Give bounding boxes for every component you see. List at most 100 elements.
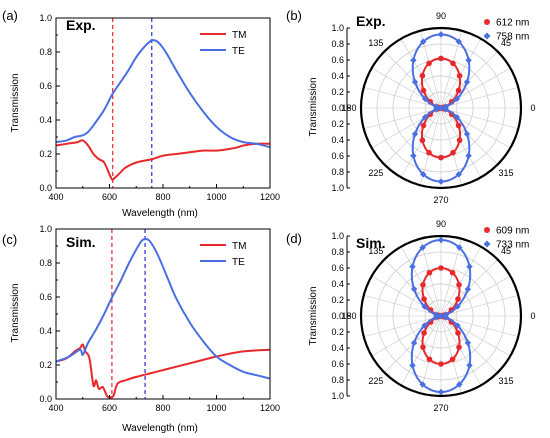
chart-d-angle-label-45: 45 [501,246,511,256]
chart-d-series-0-point [421,330,427,336]
chart-b-y-axis-label: Transmission [308,77,319,136]
chart-c-series-tm-line [55,343,271,399]
chart-b-series-1-point [453,95,461,102]
chart-b-outer-circle [359,26,523,190]
chart-b-series-1-point [410,56,417,64]
chart-b-radial-tick-label: 0.2 [331,119,344,129]
chart-a-x-tick-label: 1200 [260,192,280,202]
chart-d-legend-label-1: 733 nm [496,240,529,251]
chart-b-series-1-point [455,171,462,178]
chart-c-y-tick-label: 0.0 [39,394,52,404]
chart-b-grid-spoke [363,107,442,129]
chart-d-series-0-point [438,361,444,367]
chart-b-angle-label-45: 45 [501,38,511,48]
chart-b-series-1-point [463,78,471,86]
chart-d-series-1-point [432,314,440,321]
chart-d-radial-tick-label: 0.6 [331,263,344,273]
chart-d-angle-label-135: 135 [368,246,383,256]
chart-b-series-0-point [419,137,426,144]
chart-d-series-0-point [449,356,456,363]
chart-b-series-1-point [455,38,462,45]
chart-b-series-1-point [465,152,472,160]
chart-b-angle-label-0: 0 [530,103,535,113]
chart-d-angle-label-225: 225 [368,376,383,386]
chart-d-sim-polar: Sim. Transmission 045901351802252703151.… [308,219,536,413]
chart-b-series-0-point [420,122,427,129]
chart-b-series-1-point [421,114,429,121]
chart-b-angle-label-135: 135 [368,38,383,48]
chart-d-series-0-point [420,282,426,288]
chart-b-radial-tick-label: 0.6 [331,55,344,65]
chart-b-radial-tick-label: 1.0 [331,183,344,193]
chart-a-x-tick-label: 1000 [206,192,226,202]
chart-b-exp-polar: Exp. Transmission 045901351802252703151.… [308,11,536,205]
chart-b-series-0-point [426,149,432,156]
chart-d-series-1-point [409,263,416,270]
chart-d-series-0-point [456,282,462,288]
chart-d-series-1-point [466,362,473,369]
chart-d-series-1-point [456,381,463,388]
chart-b-legend-label-1: 758 nm [496,32,529,43]
chart-b-series-0-point [455,87,462,94]
chart-a-y-tick-label: 1.0 [39,13,52,23]
chart-b-legend-marker-0 [484,19,490,25]
chart-d-angle-label-270: 270 [433,403,448,413]
chart-b-radial-tick-label: 0.8 [331,167,344,177]
chart-d-grid-spoke [440,295,519,317]
chart-d-radial-tick-label: 0.6 [331,359,344,369]
chart-b-series-0-point [455,122,462,129]
chart-d-series-0-point [438,265,444,271]
chart-c-plot-frame [55,228,271,400]
chart-b-series-1-point [420,38,427,45]
chart-a-exp-spectra: Exp. Transmission Wavelength (nm) 400 600… [10,13,280,219]
chart-b-panel-label: Exp. [356,13,386,29]
chart-d-legend-label-0: 609 nm [496,226,529,237]
chart-b-grid-spoke [384,107,442,165]
chart-b-grid-spoke [400,107,442,178]
chart-b-legend-marker-1 [483,32,491,40]
chart-b-series-0-point [450,60,456,67]
chart-d-grid-spoke [440,246,482,317]
chart-a-series-te-line [55,39,271,149]
chart-d-legend-marker-1 [483,240,491,248]
chart-b-angle-label-225: 225 [368,168,383,178]
chart-d-series-1-point [454,322,461,329]
chart-b-series-1-point [437,31,445,38]
chart-d-radial-tick-label: 0.4 [331,343,344,353]
chart-b-series-0-point [456,137,463,144]
chart-b-series-1-point [453,114,461,121]
chart-b-radial-tick-label: 0.6 [331,151,344,161]
chart-a-y-tick-label: 0.8 [39,47,52,57]
chart-c-legend-label-te: TE [232,257,245,268]
chart-d-grid-spoke [440,315,519,337]
chart-b-radial-tick-label: 0.4 [331,71,344,81]
chart-a-x-axis-label: Wavelength (nm) [122,208,198,219]
chart-a-legend-label-te: TE [232,46,245,57]
chart-d-outer-circle [359,234,523,398]
chart-d-radial-tick-label: 0.8 [331,375,344,385]
chart-a-y-tick-label: 0.0 [39,183,52,193]
chart-c-sim-spectra: Sim. Transmission Wavelength (nm) 400 600… [10,224,280,434]
chart-d-grid-spoke [420,238,442,317]
chart-a-series-tm-line [55,139,271,181]
panel-letter-b: (b) [286,8,302,23]
chart-b-grid-spoke [363,87,442,109]
chart-d-series-1-point [410,285,418,293]
chart-a-y-tick-label: 0.2 [39,149,52,159]
chart-c-x-tick-label: 1200 [260,403,280,413]
chart-b-series-1-point [411,130,419,138]
chart-d-series-0-point [426,356,433,363]
chart-b-series-1-point [433,106,440,113]
chart-d-radial-tick-label: 0.0 [331,311,344,321]
chart-d-series-1-point [437,388,445,396]
chart-c-legend-label-tm: TM [232,241,246,252]
chart-a-y-tick-label: 0.4 [39,115,52,125]
chart-b-series-1-point [421,95,429,102]
chart-c-y-tick-label: 0.8 [39,258,52,268]
chart-c-series-te-line [55,238,271,380]
chart-b-series-1-point [410,152,417,160]
chart-d-y-axis-label: Transmission [308,286,319,345]
chart-d-series-1-point [466,263,473,270]
chart-a-plot-frame [55,17,271,189]
chart-d-grid-spoke [440,315,462,394]
